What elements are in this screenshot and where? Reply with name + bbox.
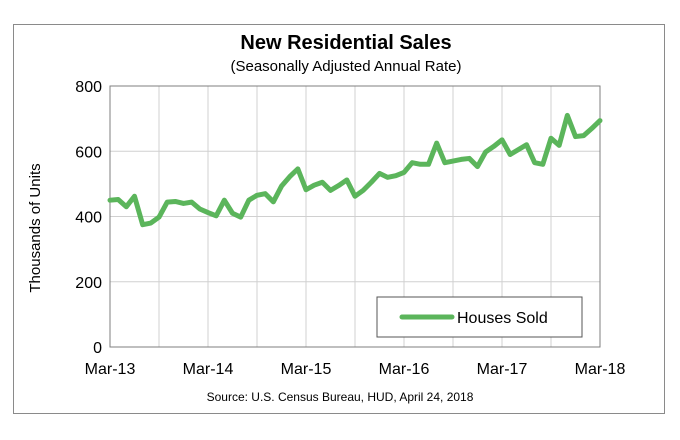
x-tick-label: Mar-14 — [183, 361, 234, 378]
y-tick-label: 0 — [93, 340, 102, 357]
y-tick-label: 600 — [75, 144, 102, 161]
x-tick-label: Mar-16 — [379, 361, 430, 378]
y-tick-label: 200 — [75, 275, 102, 292]
x-tick-label: Mar-17 — [477, 361, 528, 378]
series-line-houses-sold — [107, 112, 603, 228]
chart-subtitle: (Seasonally Adjusted Annual Rate) — [231, 58, 462, 75]
y-tick-label: 400 — [75, 210, 102, 227]
legend-label-houses-sold: Houses Sold — [457, 310, 548, 327]
y-axis-label: Thousands of Units — [27, 163, 44, 292]
legend: Houses Sold — [376, 296, 583, 338]
y-tick-label: 800 — [75, 79, 102, 96]
plot-area-border — [109, 85, 601, 348]
y-axis-ticks: 0 200 400 600 800 — [75, 79, 102, 357]
chart-frame — [13, 24, 665, 414]
series-layer — [107, 112, 603, 228]
source-note: Source: U.S. Census Bureau, HUD, April 2… — [207, 390, 474, 404]
chart-title: New Residential Sales — [240, 32, 451, 54]
x-tick-label: Mar-18 — [575, 361, 626, 378]
x-tick-label: Mar-13 — [85, 361, 136, 378]
x-axis-ticks: Mar-13 Mar-14 Mar-15 Mar-16 Mar-17 Mar-18 — [85, 361, 626, 378]
x-tick-label: Mar-15 — [281, 361, 332, 378]
